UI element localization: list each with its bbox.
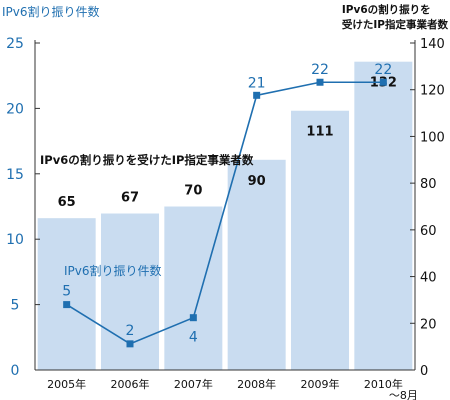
x-tick-label-2: 2007年 bbox=[174, 377, 213, 391]
bar-0 bbox=[37, 218, 96, 370]
bar-4 bbox=[291, 110, 349, 370]
bar-value-label-2: 70 bbox=[184, 184, 202, 199]
line-point-2 bbox=[189, 314, 197, 322]
bar-5 bbox=[354, 61, 413, 370]
right-tick-label-80: 80 bbox=[420, 177, 437, 192]
right-axis-title-line-1: IPv6の割り振りを bbox=[341, 4, 431, 16]
line-point-5 bbox=[379, 78, 387, 86]
bar-value-label-0: 65 bbox=[58, 195, 76, 210]
bar-3 bbox=[227, 159, 286, 370]
line-value-label-1: 2 bbox=[126, 323, 135, 339]
right-tick-label-60: 60 bbox=[420, 224, 437, 239]
left-tick-label-20: 20 bbox=[6, 101, 24, 117]
line-point-4 bbox=[316, 78, 324, 86]
line-point-0 bbox=[63, 301, 71, 309]
line-series-annotation: IPv6割り振り件数 bbox=[64, 264, 162, 278]
right-tick-label-0: 0 bbox=[420, 364, 428, 379]
line-point-1 bbox=[126, 340, 134, 348]
left-tick-label-15: 15 bbox=[6, 167, 24, 183]
bar-value-label-4: 111 bbox=[306, 125, 333, 140]
x-tick-label-5: 2010年 bbox=[364, 377, 403, 391]
line-value-label-2: 4 bbox=[189, 330, 198, 346]
left-tick-label-5: 5 bbox=[11, 298, 20, 314]
line-value-label-3: 21 bbox=[248, 75, 266, 91]
x-tick-label-0: 2005年 bbox=[47, 377, 86, 391]
right-tick-label-40: 40 bbox=[420, 271, 437, 286]
line-value-label-4: 22 bbox=[311, 62, 329, 78]
left-axis-title: IPv6割り振り件数 bbox=[2, 5, 100, 19]
left-tick-label-10: 10 bbox=[6, 232, 24, 248]
right-tick-label-140: 140 bbox=[420, 37, 445, 52]
x-tick-label-4: 2009年 bbox=[301, 377, 340, 391]
x-tick-label-1: 2006年 bbox=[111, 377, 150, 391]
right-axis-title-line-2: 受けたIP指定事業者数 bbox=[341, 19, 448, 31]
right-tick-label-20: 20 bbox=[420, 317, 437, 332]
line-point-3 bbox=[253, 91, 261, 99]
x-tick-label-5-sub: 〜8月 bbox=[389, 389, 418, 400]
left-tick-label-0: 0 bbox=[11, 363, 20, 379]
right-tick-label-120: 120 bbox=[420, 84, 445, 99]
line-series-path bbox=[66, 81, 384, 345]
x-tick-label-3: 2008年 bbox=[237, 377, 276, 391]
line-value-label-0: 5 bbox=[62, 284, 71, 300]
line-value-label-5: 22 bbox=[374, 62, 392, 78]
bar-value-label-3: 90 bbox=[248, 174, 266, 189]
bar-2 bbox=[164, 206, 223, 370]
bar-value-label-1: 67 bbox=[121, 191, 139, 206]
left-tick-label-25: 25 bbox=[6, 36, 24, 52]
bar-series-annotation: IPv6の割り振りを受けたIP指定事業者数 bbox=[40, 153, 254, 167]
right-axis-title: IPv6の割り振りを 受けたIP指定事業者数 bbox=[342, 3, 448, 33]
right-tick-label-100: 100 bbox=[420, 130, 445, 145]
